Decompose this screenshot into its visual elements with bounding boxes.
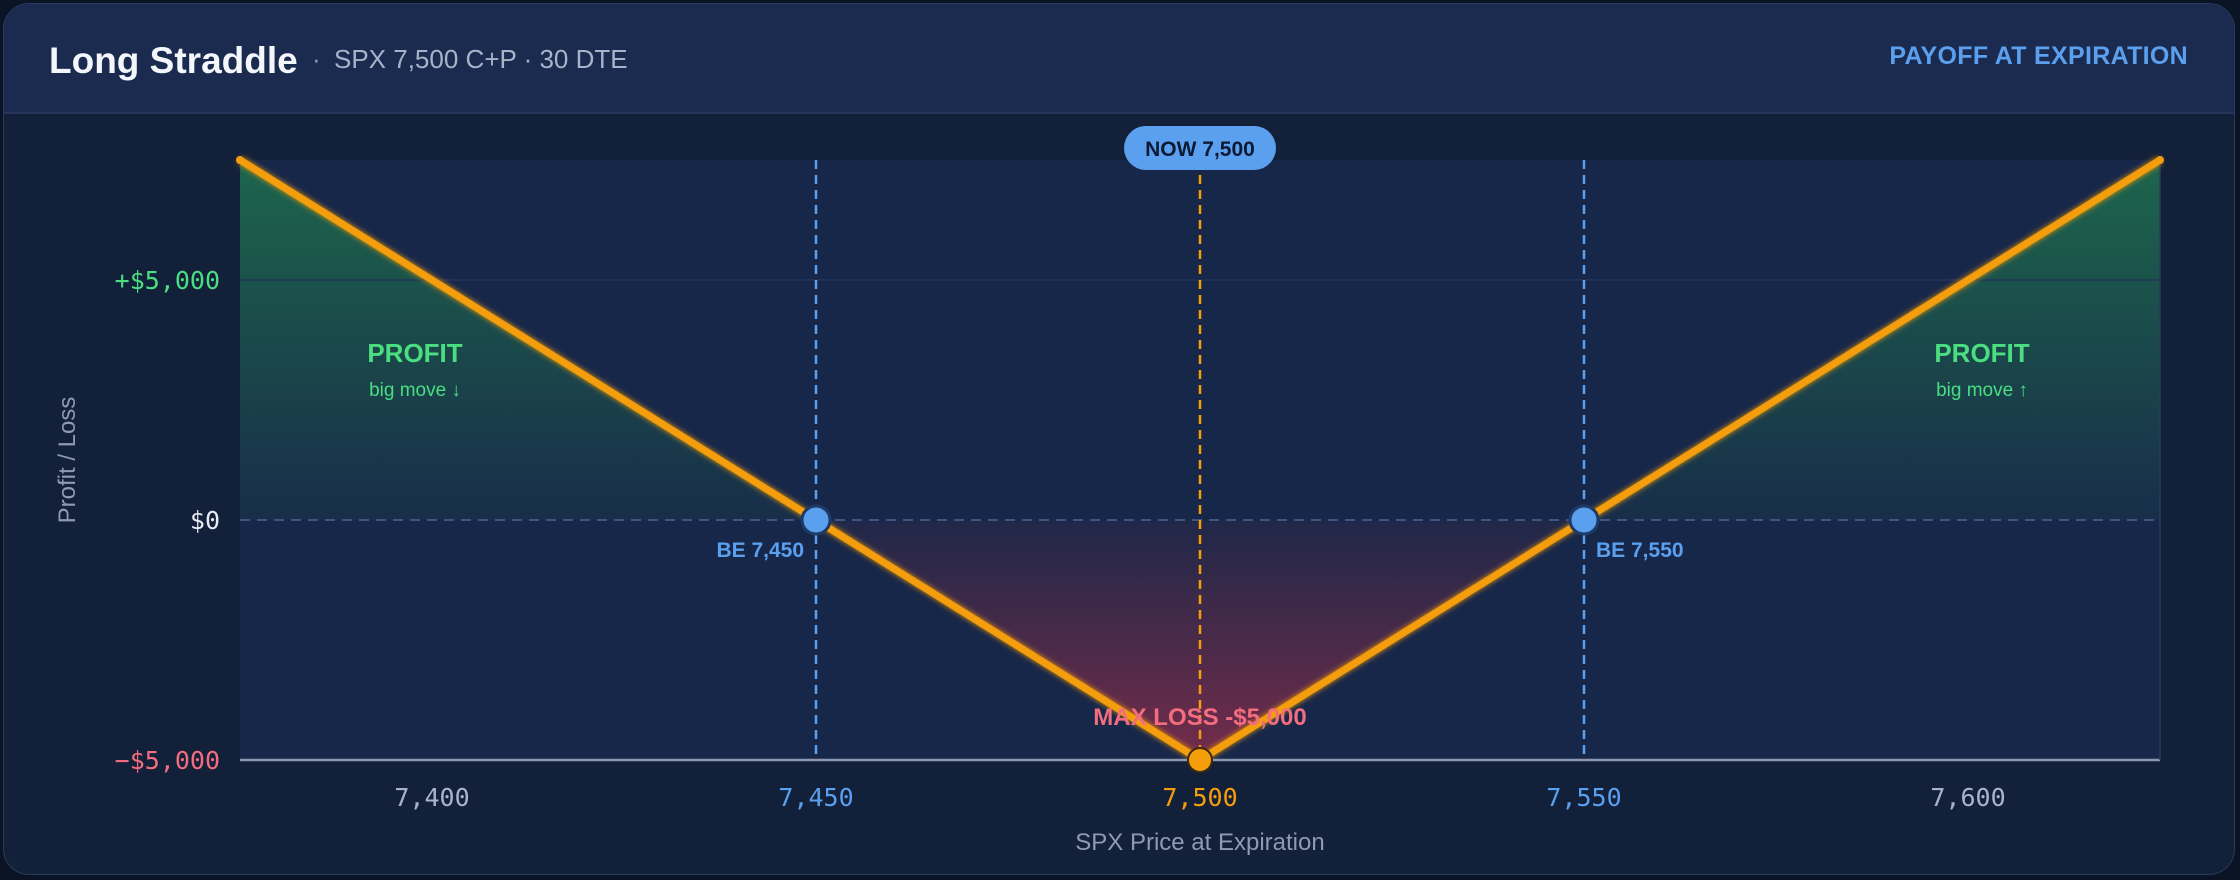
payoff-layer bbox=[236, 156, 2164, 773]
breakeven-point bbox=[800, 504, 832, 536]
spot-pill bbox=[1124, 126, 1276, 170]
card-header: Long Straddle · SPX 7,500 C+P · 30 DTE P… bbox=[4, 4, 2234, 114]
reference-lines bbox=[814, 160, 1586, 760]
max-loss-label: MAX LOSS -$5,000 bbox=[1093, 704, 1306, 731]
chart-subtitle: SPX 7,500 C+P · 30 DTE bbox=[334, 44, 628, 74]
title-separator: · bbox=[312, 44, 321, 74]
y-tick-label: −$5,000 bbox=[115, 746, 220, 775]
breakeven-point bbox=[1568, 504, 1600, 536]
x-tick-label: 7,550 bbox=[1546, 783, 1621, 812]
x-axis-label: SPX Price at Expiration bbox=[1075, 829, 1324, 856]
y-tick-label: +$5,000 bbox=[115, 266, 220, 295]
x-tick-label: 7,600 bbox=[1930, 783, 2005, 812]
profit-left-sub: big move ↓ bbox=[369, 380, 461, 401]
profit-left-title: PROFIT bbox=[367, 338, 462, 368]
spot-label: NOW 7,500 bbox=[1145, 138, 1255, 161]
x-tick-label: 7,400 bbox=[394, 783, 469, 812]
breakeven-label: BE 7,550 bbox=[1596, 539, 1684, 562]
max-loss-point bbox=[1187, 747, 1213, 773]
y-tick-label: $0 bbox=[190, 506, 220, 535]
profit-right-sub: big move ↑ bbox=[1936, 380, 2028, 401]
payoff-point bbox=[2156, 156, 2164, 164]
x-tick-label: 7,500 bbox=[1162, 783, 1237, 812]
payoff-mode-badge: PAYOFF AT EXPIRATION bbox=[1889, 42, 2188, 70]
profit-right-title: PROFIT bbox=[1934, 338, 2029, 368]
payoff-point bbox=[236, 156, 244, 164]
chart-labels: +$5,000 $0 −$5,000 7,400 7,450 7,500 7,550 7,60… bbox=[54, 126, 2030, 856]
breakeven-label: BE 7,450 bbox=[716, 539, 804, 562]
chart-title: Long Straddle bbox=[49, 40, 298, 81]
y-axis-label: Profit / Loss bbox=[54, 397, 81, 524]
x-tick-label: 7,450 bbox=[778, 783, 853, 812]
